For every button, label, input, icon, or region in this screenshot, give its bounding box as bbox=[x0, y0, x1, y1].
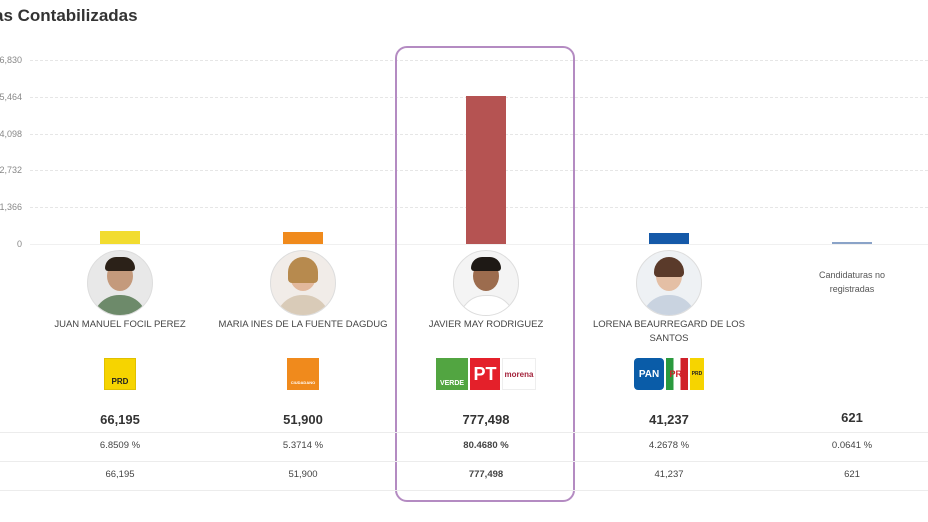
candidate-column-winner[interactable]: JAVIER MAY RODRIGUEZ VERDE PT morena bbox=[396, 250, 576, 392]
vote-count: 66,195 bbox=[100, 412, 140, 427]
pt-logo: PT bbox=[470, 358, 500, 390]
vote-total: 66,195 bbox=[105, 469, 135, 480]
vote-total: 41,237 bbox=[654, 469, 684, 480]
vote-count: 41,237 bbox=[649, 412, 689, 427]
candidate-column[interactable]: JUAN MANUEL FOCIL PEREZ PRD bbox=[30, 250, 210, 392]
y-tick-label: 4,098 bbox=[0, 128, 22, 139]
vote-percentage: 4.2678 % bbox=[648, 440, 690, 451]
candidate-name: LORENA BEAURREGARD DE LOS SANTOS bbox=[592, 319, 746, 344]
vote-percentage: 0.0641 % bbox=[831, 440, 873, 451]
candidate-name: Candidaturas no registradas bbox=[818, 270, 886, 294]
candidate-name: MARIA INES DE LA FUENTE DAGDUG bbox=[218, 319, 388, 330]
prd-logo: PRD bbox=[104, 358, 136, 390]
candidate-column[interactable]: MARIA INES DE LA FUENTE DAGDUG CIUDADANO bbox=[213, 250, 393, 392]
bar[interactable] bbox=[466, 96, 506, 244]
gridline bbox=[30, 60, 928, 61]
winner-highlight-frame bbox=[395, 46, 575, 502]
vote-count: 51,900 bbox=[283, 412, 323, 427]
vote-percentage: 6.8509 % bbox=[99, 440, 141, 451]
vote-total: 621 bbox=[844, 469, 860, 480]
avatar bbox=[270, 250, 336, 316]
bar[interactable] bbox=[283, 231, 323, 244]
section-title: as Contabilizadas bbox=[0, 6, 138, 25]
prd-logo: PRD bbox=[690, 358, 704, 390]
y-tick-label: 6,830 bbox=[0, 55, 22, 65]
vote-total: 777,498 bbox=[468, 469, 504, 480]
bar[interactable] bbox=[832, 242, 872, 244]
pvem-logo: VERDE bbox=[436, 358, 468, 390]
avatar bbox=[636, 250, 702, 316]
candidate-column[interactable]: LORENA BEAURREGARD DE LOS SANTOS PAN PRI… bbox=[579, 250, 759, 392]
gridline bbox=[30, 244, 928, 245]
avatar bbox=[87, 250, 153, 316]
bar[interactable] bbox=[100, 230, 140, 244]
y-tick-label: 1,366 bbox=[0, 202, 22, 213]
y-tick-label: 2,732 bbox=[0, 165, 22, 176]
row-divider bbox=[0, 490, 928, 491]
vote-total: 51,900 bbox=[288, 469, 318, 480]
pri-logo: PRI bbox=[666, 358, 688, 390]
vote-percentage: 5.3714 % bbox=[282, 440, 324, 451]
candidate-name: JUAN MANUEL FOCIL PEREZ bbox=[54, 319, 186, 330]
row-divider bbox=[0, 461, 928, 462]
y-tick-label: 0 bbox=[16, 239, 22, 249]
morena-logo: morena bbox=[502, 358, 536, 390]
pan-logo: PAN bbox=[634, 358, 664, 390]
movimiento-ciudadano-logo: CIUDADANO bbox=[287, 358, 319, 390]
vote-percentage: 80.4680 % bbox=[463, 440, 509, 451]
vote-count: 621 bbox=[841, 410, 863, 425]
avatar bbox=[453, 250, 519, 316]
y-tick-label: 5,464 bbox=[0, 91, 22, 102]
candidate-column[interactable]: Candidaturas no registradas bbox=[762, 250, 928, 296]
vote-count: 777,498 bbox=[462, 412, 510, 427]
bar[interactable] bbox=[649, 232, 689, 244]
candidate-name: JAVIER MAY RODRIGUEZ bbox=[428, 319, 544, 330]
row-divider bbox=[0, 432, 928, 433]
